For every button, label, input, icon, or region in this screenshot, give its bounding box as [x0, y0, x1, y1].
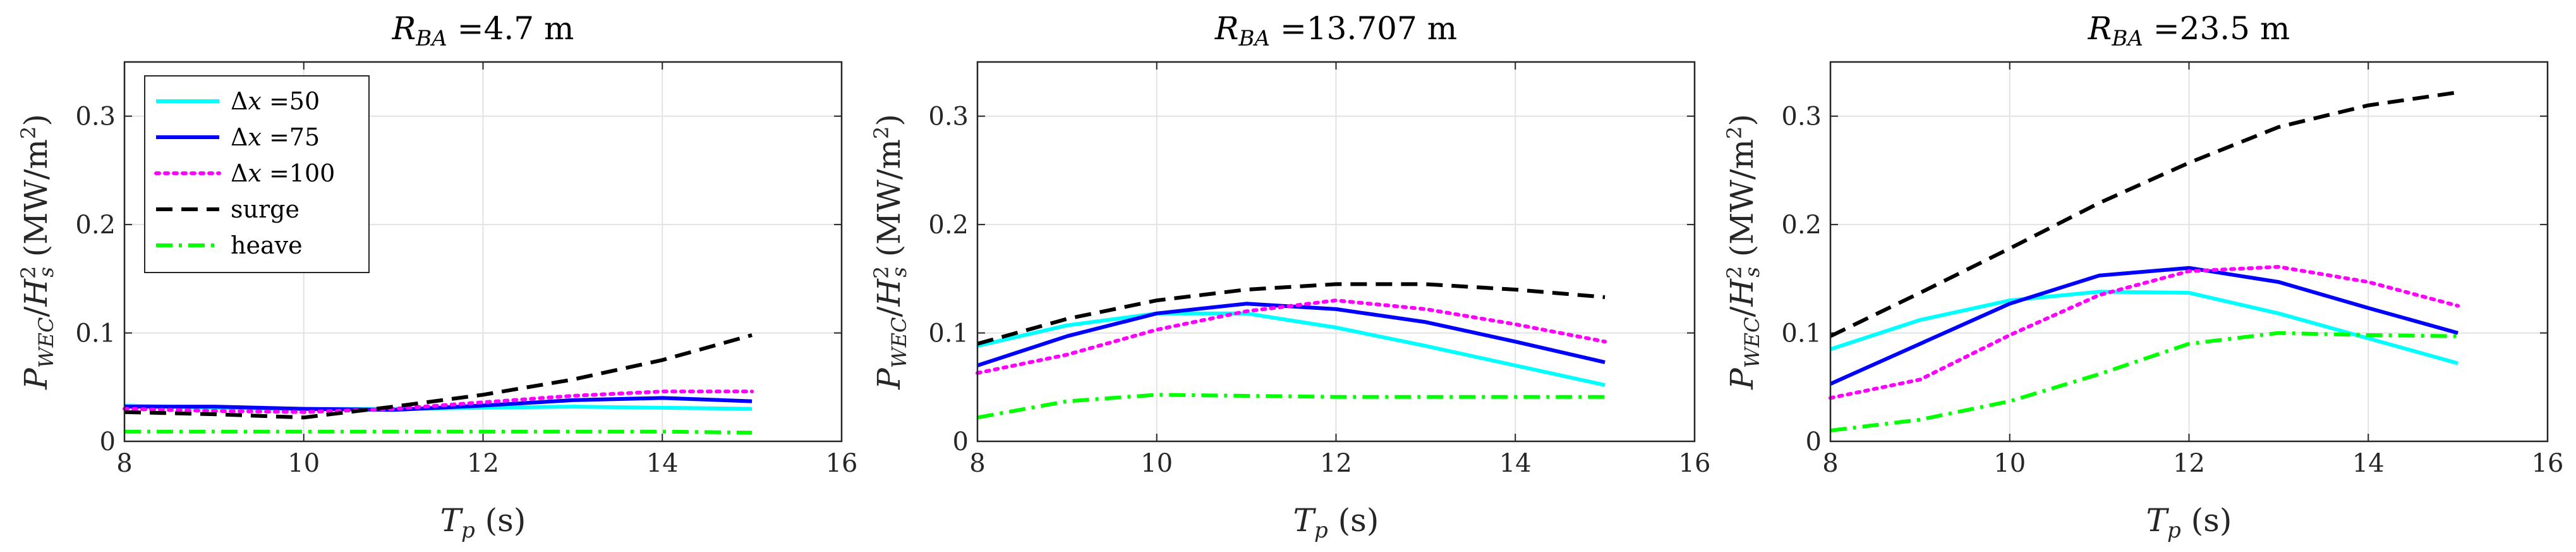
x-tick-label: 14	[1499, 449, 1532, 478]
x-tick-label: 8	[116, 449, 132, 478]
series-2	[976, 298, 1607, 375]
y-tick-label: 0.2	[1781, 211, 1822, 240]
legend-entry-0: Δx =50	[156, 87, 320, 115]
series-line	[124, 429, 753, 435]
series-line	[1830, 290, 2458, 365]
axes-box	[123, 61, 843, 443]
legend-label: Δx =75	[231, 123, 320, 151]
chart-title: RBA =4.7 m	[392, 10, 574, 51]
legend-entry-3: surge	[156, 195, 299, 223]
x-tick-label: 14	[2352, 449, 2385, 478]
legend-entry-1: Δx =75	[156, 123, 320, 151]
x-tick-label: 10	[287, 449, 320, 478]
y-axis-label: PWEC/H2s (MW/m2)	[869, 114, 911, 390]
x-tick-label: 16	[826, 449, 858, 478]
y-tick-label: 0	[953, 427, 969, 457]
x-tick-label: 16	[2532, 449, 2564, 478]
chart-panel-1: 8 10 12 14 16 0 0.1 0.2 0.3 RBA =4.7 m Tp (s) PWEC/…	[16, 10, 857, 543]
y-tick-label: 0.1	[928, 319, 969, 348]
legend-entry-4: heave	[156, 231, 303, 259]
axes-box	[1829, 61, 2549, 443]
y-tick-label: 0.3	[928, 102, 969, 132]
legend-label: Δx =50	[231, 87, 320, 115]
series-line	[977, 393, 1605, 420]
x-tick-label: 10	[1993, 449, 2026, 478]
legend: Δx =50 Δx =75 Δx =100 surge heave	[144, 75, 370, 273]
y-tick-label: 0	[100, 427, 116, 457]
chart-panel-2: 8 10 12 14 16 0 0.1 0.2 0.3 RBA =13.707 m Tp (s) PW…	[869, 10, 1710, 543]
y-tick-label: 0.1	[75, 319, 116, 348]
series-0	[1830, 290, 2458, 365]
x-tick-label: 16	[1679, 449, 1711, 478]
series-line	[124, 396, 753, 412]
series-line	[1829, 90, 2458, 338]
x-axis-label: Tp (s)	[440, 502, 526, 543]
chart-title: RBA =23.5 m	[2088, 10, 2290, 51]
y-tick-label: 0.2	[75, 211, 116, 240]
x-axis-label: Tp (s)	[1293, 502, 1379, 543]
series-line	[1830, 331, 2458, 432]
series-line	[977, 311, 1605, 387]
series-line	[1829, 266, 2458, 386]
x-tick-label: 8	[1822, 449, 1838, 478]
legend-label: surge	[231, 195, 299, 223]
x-axis-label: Tp (s)	[2146, 502, 2232, 543]
legend-label: Δx =100	[231, 159, 335, 187]
x-tick-label: 12	[1320, 449, 1352, 478]
legend-label: heave	[231, 231, 303, 259]
x-tick-label: 8	[969, 449, 985, 478]
x-tick-label: 10	[1140, 449, 1173, 478]
series-3	[1829, 90, 2458, 338]
chart-title: RBA =13.707 m	[1214, 10, 1457, 51]
series-line	[977, 282, 1605, 346]
y-tick-label: 0.3	[1781, 102, 1822, 132]
y-tick-label: 0	[1806, 427, 1822, 457]
chart-panel-3: 8 10 12 14 16 0 0.1 0.2 0.3 RBA =23.5 m Tp (s) PWEC…	[1722, 10, 2563, 543]
x-tick-label: 14	[646, 449, 679, 478]
x-tick-label: 12	[2173, 449, 2205, 478]
series-line	[124, 333, 753, 420]
y-axis-label: PWEC/H2s (MW/m2)	[16, 114, 58, 390]
y-tick-label: 0.2	[928, 211, 969, 240]
series-2	[1829, 265, 2460, 400]
y-axis-label: PWEC/H2s (MW/m2)	[1722, 114, 1764, 390]
x-tick-label: 12	[467, 449, 499, 478]
y-tick-label: 0.1	[1781, 319, 1822, 348]
y-tick-label: 0.3	[75, 102, 116, 132]
series-line	[1829, 265, 2460, 400]
legend-entry-2: Δx =100	[154, 159, 335, 187]
axes-box	[976, 61, 1696, 443]
series-line	[123, 389, 754, 414]
series-line	[976, 298, 1607, 375]
